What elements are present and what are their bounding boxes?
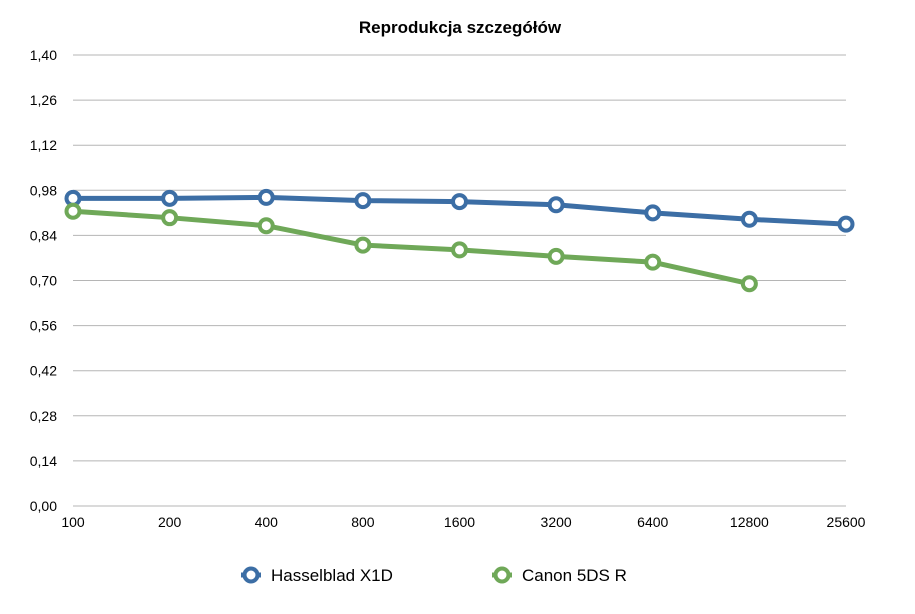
x-tick-label: 3200 xyxy=(541,514,572,530)
y-tick-label: 1,26 xyxy=(30,92,57,108)
data-point xyxy=(740,275,758,293)
data-point xyxy=(161,209,179,227)
data-point xyxy=(644,253,662,271)
data-point xyxy=(257,188,275,206)
data-point xyxy=(64,202,82,220)
chart-title: Reprodukcja szczegółów xyxy=(359,18,562,37)
x-tick-label: 6400 xyxy=(637,514,668,530)
data-point xyxy=(451,241,468,259)
y-tick-label: 0,84 xyxy=(30,227,57,243)
y-tick-label: 0,00 xyxy=(30,498,57,514)
legend: Hasselblad X1D Canon 5DS R xyxy=(241,566,627,585)
x-tick-label: 800 xyxy=(351,514,375,530)
y-tick-label: 0,28 xyxy=(30,408,57,424)
x-tick-label: 100 xyxy=(61,514,85,530)
y-tick-label: 1,40 xyxy=(30,47,57,63)
legend-marker xyxy=(493,566,511,584)
data-point xyxy=(547,247,565,265)
data-point xyxy=(161,189,179,207)
x-tick-label: 1600 xyxy=(444,514,475,530)
data-point xyxy=(257,217,275,235)
data-point xyxy=(354,192,372,210)
legend-label: Hasselblad X1D xyxy=(271,566,393,585)
y-tick-label: 1,12 xyxy=(30,137,57,153)
y-tick-label: 0,14 xyxy=(30,453,57,469)
legend-label: Canon 5DS R xyxy=(522,566,627,585)
plot-area xyxy=(64,188,855,293)
y-axis: 0,00 0,14 0,28 0,42 0,56 0,70 0,84 0,98 1,12 1,26… xyxy=(30,47,57,514)
x-axis: 100 200 400 800 1600 3200 6400 12800 25600 xyxy=(61,514,865,530)
x-tick-label: 400 xyxy=(255,514,279,530)
grid xyxy=(73,54,846,507)
data-point xyxy=(451,193,468,211)
data-point xyxy=(354,236,372,254)
data-point xyxy=(644,204,662,222)
x-tick-label: 200 xyxy=(158,514,182,530)
y-tick-label: 0,70 xyxy=(30,273,57,289)
data-point xyxy=(547,196,565,214)
y-tick-label: 0,56 xyxy=(30,318,57,334)
y-tick-label: 0,42 xyxy=(30,363,57,379)
data-point xyxy=(740,210,758,228)
series-line xyxy=(70,208,752,287)
x-tick-label: 12800 xyxy=(730,514,769,530)
y-tick-label: 0,98 xyxy=(30,182,57,198)
data-point xyxy=(837,215,855,233)
x-tick-label: 25600 xyxy=(827,514,866,530)
legend-marker xyxy=(242,566,260,584)
